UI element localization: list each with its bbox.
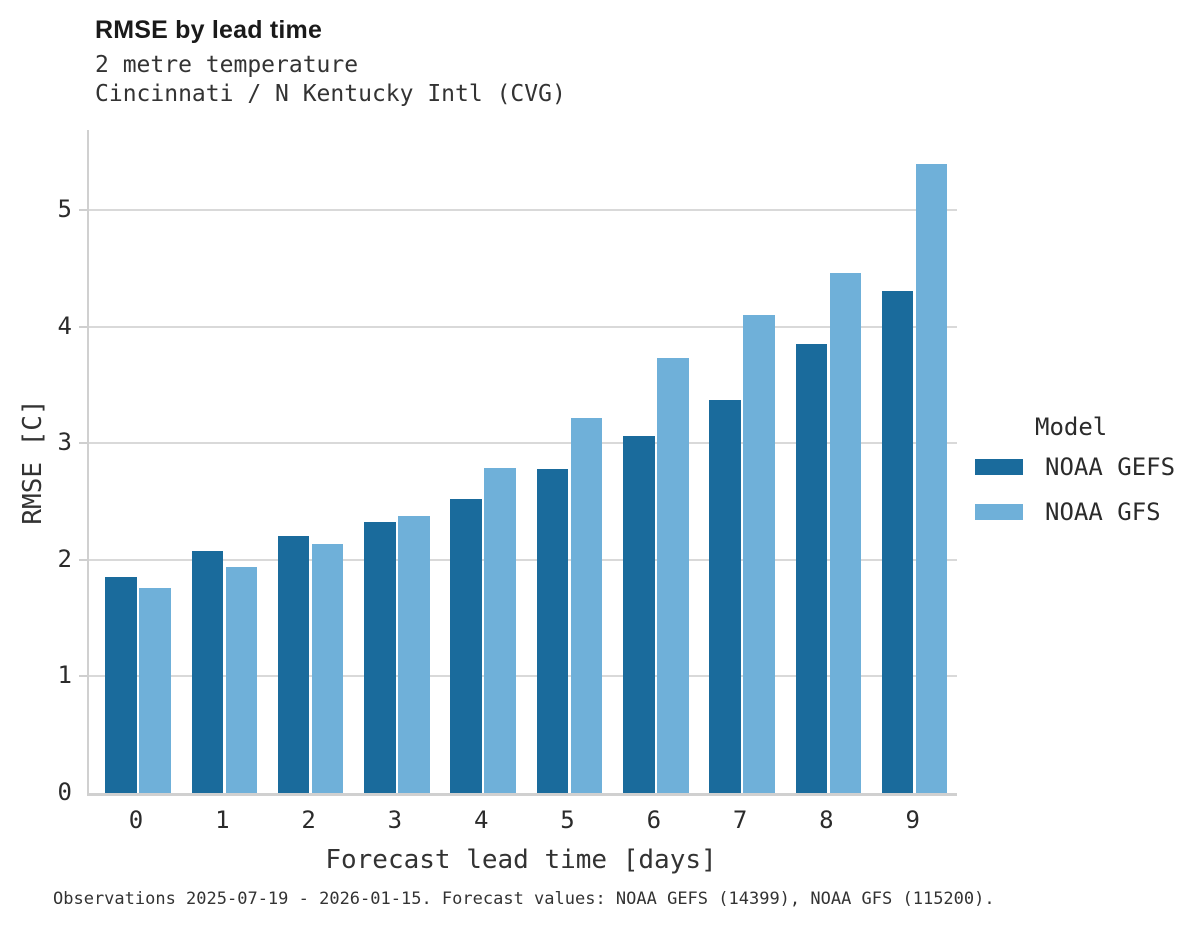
legend-swatch-dark-blue xyxy=(975,459,1023,475)
gridline-5 xyxy=(89,209,957,212)
legend-swatch-light-blue xyxy=(975,504,1023,520)
gridline-4 xyxy=(89,325,957,328)
bar-noaa-gefs-day-5 xyxy=(536,469,569,793)
x-tick-label-6: 6 xyxy=(646,806,662,834)
x-tick-label-2: 2 xyxy=(301,806,316,834)
legend-title: Model xyxy=(1035,413,1108,441)
bar-noaa-gfs-day-6 xyxy=(657,358,689,793)
bar-noaa-gefs-day-8 xyxy=(795,344,828,793)
bar-noaa-gefs-day-1 xyxy=(191,550,224,793)
y-tick-4 xyxy=(79,325,87,328)
chart-subtitle-location: Cincinnati / N Kentucky Intl (CVG) xyxy=(95,81,566,107)
y-tick-2 xyxy=(79,558,87,561)
y-tick-5 xyxy=(79,209,87,212)
x-tick-label-9: 9 xyxy=(905,806,920,834)
bar-noaa-gfs-day-3 xyxy=(398,515,430,793)
gridline-1 xyxy=(89,675,957,678)
x-tick-label-5: 5 xyxy=(560,806,575,834)
x-tick-label-0: 0 xyxy=(128,806,144,834)
plot-area xyxy=(79,130,957,796)
legend-label: NOAA GEFS xyxy=(1045,453,1176,481)
chart-subtitle-variable: 2 metre temperature xyxy=(95,52,359,78)
bar-noaa-gfs-day-4 xyxy=(484,467,516,793)
bar-noaa-gfs-day-5 xyxy=(570,417,603,793)
bar-noaa-gfs-day-9 xyxy=(915,163,948,793)
bar-noaa-gefs-day-6 xyxy=(623,436,655,793)
x-tick-label-7: 7 xyxy=(732,806,748,834)
y-tick-3 xyxy=(79,442,87,445)
gridline-3 xyxy=(89,442,957,445)
y-axis-label: RMSE [C] xyxy=(18,399,48,525)
legend-entry-noaa-gefs: NOAA GEFS xyxy=(975,453,1175,481)
bar-noaa-gefs-day-4 xyxy=(450,499,482,793)
x-axis-label: Forecast lead time [days] xyxy=(325,845,717,875)
x-tick-label-3: 3 xyxy=(387,806,403,834)
bar-noaa-gfs-day-0 xyxy=(139,587,171,793)
x-tick-label-8: 8 xyxy=(819,806,834,834)
bar-noaa-gefs-day-3 xyxy=(364,521,396,793)
bar-noaa-gefs-day-9 xyxy=(881,290,914,793)
legend-entry-noaa-gfs: NOAA GFS xyxy=(975,498,1175,526)
bar-noaa-gfs-day-7 xyxy=(743,315,775,793)
bar-noaa-gefs-day-2 xyxy=(277,535,310,793)
chart-title: RMSE by lead time xyxy=(95,16,323,44)
bar-noaa-gfs-day-2 xyxy=(311,543,344,793)
y-tick-label-4: 4 xyxy=(57,311,72,340)
y-tick-label-0: 0 xyxy=(57,778,72,806)
gridline-2 xyxy=(89,558,957,561)
x-tick-label-1: 1 xyxy=(215,806,230,834)
bar-noaa-gfs-day-8 xyxy=(829,273,862,793)
y-tick-1 xyxy=(79,675,87,678)
bar-noaa-gefs-day-7 xyxy=(709,400,741,793)
y-tick-label-5: 5 xyxy=(57,195,72,224)
bar-noaa-gefs-day-0 xyxy=(105,577,137,793)
footnote-caption: Observations 2025-07-19 - 2026-01-15. Fo… xyxy=(53,889,995,909)
legend-label: NOAA GFS xyxy=(1045,498,1161,526)
y-tick-label-1: 1 xyxy=(57,661,72,690)
legend: Model NOAA GEFS NOAA GFS xyxy=(975,413,1175,543)
x-tick-label-4: 4 xyxy=(473,806,489,834)
y-tick-label-2: 2 xyxy=(57,544,72,573)
y-tick-label-3: 3 xyxy=(57,428,72,457)
bar-noaa-gfs-day-1 xyxy=(225,566,258,793)
